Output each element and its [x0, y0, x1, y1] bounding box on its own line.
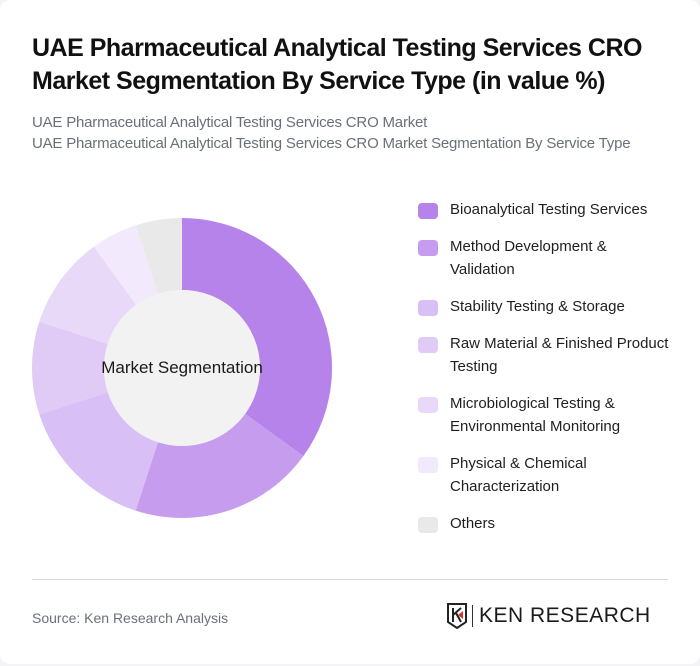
legend-label: Raw Material & Finished Product Testing: [450, 335, 669, 375]
legend-swatch-icon: [418, 337, 438, 353]
ken-research-logo-icon: [447, 603, 467, 629]
subtitle-line-1: UAE Pharmaceutical Analytical Testing Se…: [32, 114, 428, 131]
legend-item[interactable]: Method Development & Validation: [418, 235, 678, 281]
donut-segment[interactable]: [182, 218, 332, 457]
donut-segment[interactable]: [135, 218, 182, 294]
legend-label: Method Development & Validation: [450, 238, 607, 278]
legend-swatch-icon: [418, 397, 438, 413]
donut-segment[interactable]: [135, 413, 304, 518]
ken-research-logo: KEN RESEARCH: [446, 603, 651, 629]
footer-divider: [32, 579, 668, 580]
chart-subtitle: UAE Pharmaceutical Analytical Testing Se…: [32, 112, 682, 154]
logo-text: KEN RESEARCH: [479, 604, 651, 627]
legend-swatch-icon: [418, 457, 438, 473]
donut-segment[interactable]: [93, 225, 158, 305]
legend-item[interactable]: Physical & Chemical Characterization: [418, 452, 678, 498]
legend-swatch-icon: [418, 240, 438, 256]
legend-label: Stability Testing & Storage: [450, 298, 625, 315]
legend-label: Physical & Chemical Characterization: [450, 455, 587, 495]
donut-chart: [31, 218, 332, 518]
chart-legend: Bioanalytical Testing Services Method Dev…: [418, 198, 678, 549]
donut-segment[interactable]: [39, 392, 158, 511]
legend-swatch-icon: [418, 300, 438, 316]
legend-item[interactable]: Others: [418, 512, 678, 535]
subtitle-line-2: UAE Pharmaceutical Analytical Testing Se…: [32, 135, 631, 152]
legend-item[interactable]: Microbiological Testing & Environmental …: [418, 392, 678, 438]
legend-item[interactable]: Stability Testing & Storage: [418, 295, 678, 318]
logo-separator: [472, 605, 473, 627]
legend-label: Others: [450, 515, 496, 532]
source-note: Source: Ken Research Analysis: [32, 610, 229, 626]
legend-item[interactable]: Bioanalytical Testing Services: [418, 198, 678, 221]
donut-segment[interactable]: [31, 321, 108, 415]
legend-label: Bioanalytical Testing Services: [450, 201, 648, 218]
legend-item[interactable]: Raw Material & Finished Product Testing: [418, 332, 678, 378]
donut-hole: [104, 290, 260, 446]
legend-label: Microbiological Testing & Environmental …: [450, 395, 621, 435]
chart-title: UAE Pharmaceutical Analytical Testing Se…: [32, 34, 642, 95]
legend-swatch-icon: [418, 517, 438, 533]
legend-swatch-icon: [418, 203, 438, 219]
donut-segment[interactable]: [39, 246, 137, 344]
